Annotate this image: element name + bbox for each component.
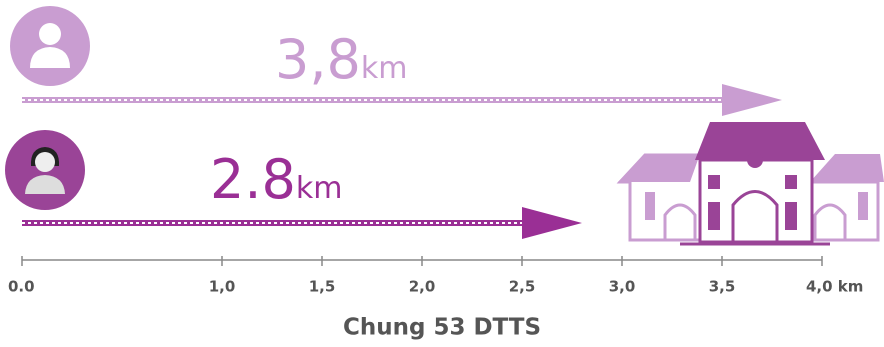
arrow-head [722, 84, 782, 116]
x-tick-label: 3,5 [709, 278, 736, 296]
value-unit: km [361, 51, 408, 86]
x-tick-label: 2,5 [509, 278, 536, 296]
x-tick-label: 1,0 [209, 278, 236, 296]
value-label: 3,8km [275, 28, 408, 91]
distance-arrow [22, 84, 782, 116]
arrow-head [522, 207, 582, 239]
x-tick-label: 4,0 km [806, 278, 863, 296]
value-label: 2.8km [210, 148, 343, 211]
school-icon [616, 122, 884, 246]
person-icon [5, 130, 85, 210]
x-tick-label: 1,5 [309, 278, 336, 296]
x-tick-label: 0.0 [8, 278, 35, 296]
value-number: 2.8 [210, 148, 296, 211]
distance-arrow [22, 207, 582, 239]
value-unit: km [296, 171, 343, 206]
person-icon [10, 6, 90, 86]
chart-title: Chung 53 DTTS [343, 315, 541, 341]
value-number: 3,8 [275, 28, 361, 91]
x-tick-label: 2,0 [409, 278, 436, 296]
x-tick-label: 3,0 [609, 278, 636, 296]
